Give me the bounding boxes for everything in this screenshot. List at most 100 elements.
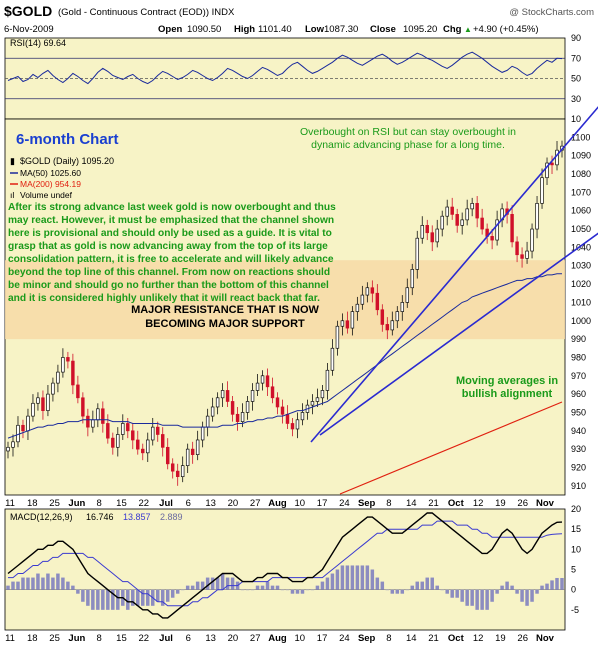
price-candle — [250, 383, 255, 411]
price-candle — [220, 383, 225, 407]
price-tick-label: 1050 — [571, 224, 591, 234]
macd-histogram-bar — [380, 581, 385, 590]
macd-histogram-bar — [295, 589, 300, 594]
rsi-tick-label: 30 — [571, 94, 581, 104]
date-tick-label: 12 — [473, 498, 484, 509]
date-tick-label: Oct — [448, 498, 465, 509]
macd-histogram-bar — [185, 585, 190, 590]
candle-body — [360, 294, 365, 305]
candle-body — [6, 446, 10, 452]
price-candle — [160, 427, 165, 457]
macd-histogram-bar — [146, 589, 150, 606]
candle-body — [300, 412, 305, 421]
macd-histogram-bar — [160, 589, 165, 606]
date-tick-label: 11 — [5, 633, 15, 644]
macd-histogram-bar — [66, 581, 70, 590]
macd-histogram-bar — [71, 585, 75, 590]
candle-body — [106, 423, 110, 439]
macd-histogram-bar — [210, 577, 215, 590]
rsi-tick-label: 10 — [571, 114, 581, 124]
macd-histogram-bar — [315, 585, 320, 590]
date-tick-label: 12 — [473, 633, 484, 644]
candle-body — [195, 439, 200, 455]
change-up-icon: ▲ — [464, 25, 472, 34]
macd-tick-label: -5 — [571, 605, 579, 615]
candle-body — [131, 430, 135, 441]
candle-body — [425, 225, 429, 234]
price-tick-label: 990 — [571, 334, 586, 344]
macd-histogram-bar — [365, 565, 370, 590]
macd-histogram-bar — [280, 589, 285, 591]
candle-body — [370, 287, 375, 294]
candle-body — [86, 415, 90, 428]
macd-histogram-bar — [26, 577, 30, 590]
candle-body — [101, 408, 105, 424]
date-tick-label: 19 — [495, 498, 506, 509]
macd-histogram-bar — [320, 581, 325, 590]
candle-body — [420, 225, 424, 239]
rsi-tick-label: 70 — [571, 53, 581, 63]
macd-histogram-bar — [465, 589, 469, 606]
date-tick-label: 14 — [406, 633, 417, 644]
candle-body — [310, 401, 315, 406]
candle-body — [385, 324, 390, 331]
macd-histogram-bar — [560, 578, 564, 590]
macd-histogram-bar — [270, 585, 275, 590]
candle-body — [405, 287, 410, 303]
ohlc-readout: Open 1090.50 High 1101.40 Low 1087.30 Cl… — [158, 24, 539, 35]
macd-histogram-bar — [450, 589, 454, 598]
candle-body — [415, 237, 419, 270]
candle-body — [205, 415, 210, 428]
price-candle — [440, 210, 444, 237]
rsi-overbought-note-line1: Overbought on RSI but can stay overbough… — [300, 126, 516, 138]
price-candle — [300, 403, 305, 426]
price-tick-label: 950 — [571, 407, 586, 417]
price-candle — [470, 197, 474, 217]
macd-histogram-bar — [520, 589, 524, 602]
price-candle — [11, 434, 15, 457]
price-candle — [225, 381, 230, 407]
macd-histogram-bar — [91, 589, 95, 610]
candle-body — [141, 448, 145, 454]
macd-histogram-bar — [275, 585, 280, 590]
candle-body — [555, 149, 559, 166]
macd-tick-label: 15 — [571, 524, 581, 534]
price-candle — [380, 304, 385, 332]
price-candle — [101, 401, 105, 433]
candle-body — [220, 390, 225, 399]
price-candle — [290, 417, 295, 437]
candle-body — [530, 228, 534, 252]
high-value: 1101.40 — [258, 24, 292, 35]
price-candle — [365, 282, 370, 303]
candle-body — [490, 236, 494, 241]
price-candle — [46, 384, 50, 417]
date-tick-label: 27 — [250, 633, 261, 644]
date-tick-label: Jun — [68, 633, 85, 644]
macd-histogram-bar — [325, 577, 330, 590]
date-tick-label: 14 — [406, 498, 417, 509]
macd-histogram-bar — [405, 589, 410, 591]
price-candle — [340, 313, 345, 336]
candle-body — [380, 309, 385, 325]
macd-histogram-bar — [255, 585, 260, 590]
price-candle — [550, 155, 554, 175]
open-value: 1090.50 — [187, 24, 221, 35]
price-candle — [136, 430, 140, 455]
candle-body — [250, 390, 255, 402]
candle-body — [390, 320, 395, 331]
price-candle — [270, 377, 275, 404]
macd-histogram-bar — [545, 583, 549, 590]
candle-body — [525, 250, 529, 259]
price-candle — [66, 351, 70, 369]
candle-body — [330, 347, 335, 371]
macd-histogram-bar — [265, 581, 270, 590]
rsi-tick-label: 90 — [571, 33, 581, 43]
candle-body — [81, 397, 85, 417]
candle-body — [470, 203, 474, 210]
date-tick-label: 6 — [186, 633, 191, 644]
resistance-note-line1: MAJOR RESISTANCE THAT IS NOW — [131, 304, 319, 316]
price-candle — [121, 414, 125, 440]
macd-histogram-bar — [370, 569, 375, 590]
candle-body — [440, 215, 444, 230]
date-tick-label: 18 — [27, 633, 38, 644]
